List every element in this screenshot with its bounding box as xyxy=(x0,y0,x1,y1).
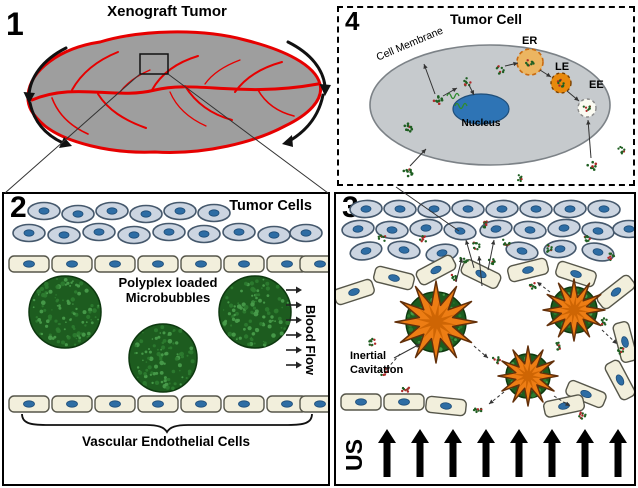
cavitation-illustration xyxy=(336,194,634,484)
endoplasmic-reticulum xyxy=(517,49,543,75)
late-endosome xyxy=(551,73,571,93)
inertial-cavitation-line1: Inertial xyxy=(350,350,422,364)
le-label: LE xyxy=(555,61,569,73)
microbubble-label-line1: Polyplex loaded xyxy=(90,276,246,291)
underbrace xyxy=(22,414,312,432)
panel-2-microbubbles-in-vessel: 2 Tumor Cells Polyplex loaded Microbubbl… xyxy=(2,192,330,486)
blood-flow-label: Blood Flow xyxy=(281,302,341,378)
er-label: ER xyxy=(522,35,537,47)
microbubble-label: Polyplex loaded Microbubbles xyxy=(90,276,246,306)
ultrasound-label: US xyxy=(331,433,377,477)
ee-label: EE xyxy=(589,79,604,91)
disrupted-vessel-layer xyxy=(336,200,634,477)
panel-3-inertial-cavitation: 3 Inertial Cavitation US xyxy=(334,192,636,486)
nucleus-label: Nucleus xyxy=(452,118,510,129)
inertial-cavitation-line2: Cavitation xyxy=(350,364,422,378)
microbubble-label-line2: Microbubbles xyxy=(90,291,246,306)
figure-xenograft-ultrasound-delivery: 1 Xenograft Tumor xyxy=(0,0,638,488)
endothelial-cells-label: Vascular Endothelial Cells xyxy=(34,434,298,449)
tumor-cell-illustration xyxy=(339,8,633,184)
panel-1-xenograft-tumor: 1 Xenograft Tumor xyxy=(0,0,334,190)
xenograft-tumor-illustration xyxy=(0,0,334,190)
panel-4-tumor-cell: 4 Tumor Cell Cell Membrane ER LE EE Nucl… xyxy=(337,6,635,186)
inertial-cavitation-label: Inertial Cavitation xyxy=(350,350,422,378)
